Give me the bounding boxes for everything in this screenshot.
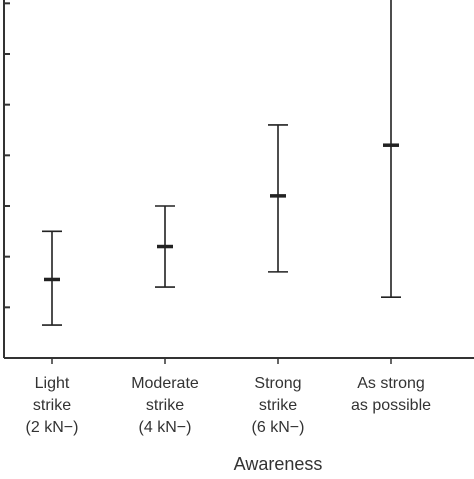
x-tick-label-line: as possible	[351, 397, 431, 414]
x-tick-label-line: (6 kN−)	[252, 419, 305, 436]
x-tick-label-line: strike	[33, 397, 71, 414]
x-axis-title: Awareness	[234, 454, 323, 474]
x-tick-label-line: strike	[146, 397, 184, 414]
x-tick-label-line: (2 kN−)	[26, 419, 79, 436]
x-tick-label-line: Strong	[254, 375, 301, 392]
x-tick-label: Moderate strike (4 kN−)	[131, 375, 199, 436]
x-tick-label-line: Light	[35, 375, 70, 392]
error-bar-group	[268, 124, 288, 273]
x-tick-label-line: (4 kN−)	[139, 419, 192, 436]
category-labels: Light strike (2 kN−) Moderate strike (4 kN−) S…	[26, 375, 432, 436]
error-bar-group	[42, 230, 62, 326]
x-tick-label: Light strike (2 kN−)	[26, 375, 79, 436]
error-bar-group	[155, 205, 175, 288]
axes	[3, 0, 474, 364]
x-tick-label: Strong strike (6 kN−)	[252, 375, 305, 436]
x-tick-label: As strong as possible	[351, 375, 431, 414]
error-bar-group	[381, 0, 401, 299]
x-tick-label-line: As strong	[357, 375, 425, 392]
x-tick-label-line: strike	[259, 397, 297, 414]
error-bars	[42, 0, 401, 326]
x-tick-label-line: Moderate	[131, 375, 199, 392]
